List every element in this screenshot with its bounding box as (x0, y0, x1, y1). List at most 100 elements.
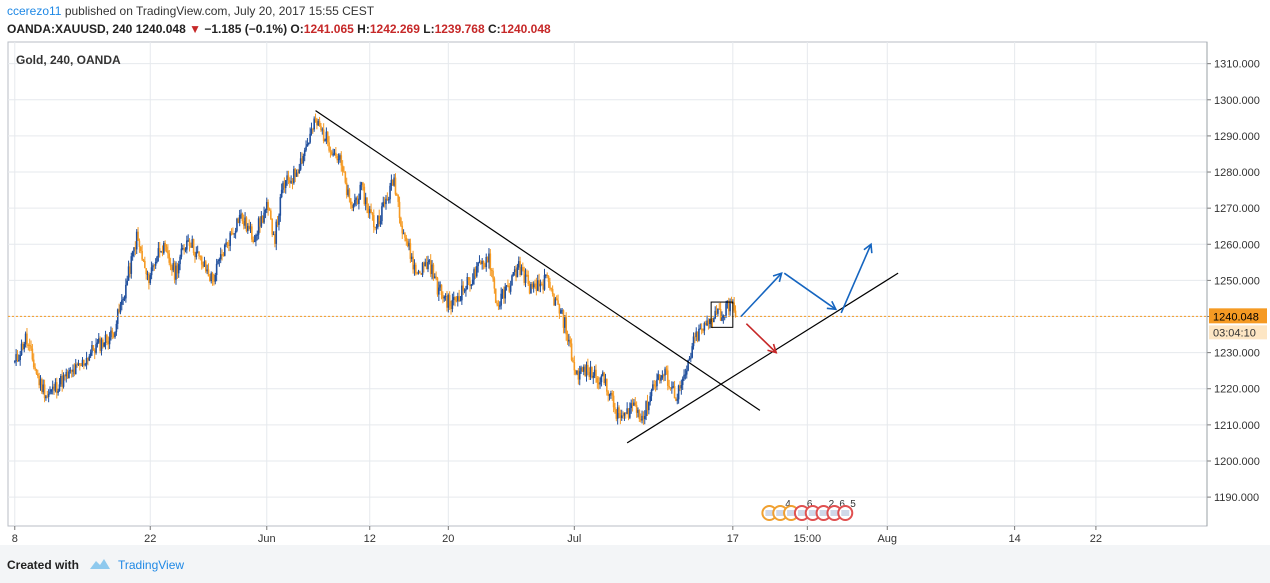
candle (199, 255, 202, 261)
candle-body (673, 386, 676, 399)
candle (394, 173, 397, 196)
candle (329, 146, 332, 158)
candle-body (121, 300, 123, 305)
candle-body (43, 384, 46, 399)
candle (553, 293, 555, 306)
candle (290, 175, 292, 184)
candle-body (263, 212, 265, 223)
candle-body (249, 226, 252, 230)
candle-body (39, 379, 42, 386)
candle-body (35, 369, 38, 374)
flag-icon (819, 510, 828, 516)
candle-body (253, 241, 256, 243)
candle (129, 262, 131, 278)
candle (700, 323, 703, 335)
candle (580, 365, 582, 374)
candle-body (668, 385, 670, 388)
candle (470, 284, 473, 290)
candle-body (186, 240, 188, 250)
candle (676, 393, 679, 405)
candle (390, 174, 393, 191)
candle-body (492, 270, 494, 279)
candle-body (409, 243, 412, 259)
candle (703, 321, 706, 336)
candle-body (608, 394, 611, 396)
candle (72, 364, 74, 378)
candle (473, 267, 475, 285)
candle-body (465, 289, 467, 291)
candle-body (400, 217, 402, 226)
candle-body (446, 296, 448, 308)
author-link[interactable]: ccerezo11 (7, 4, 62, 18)
candle (195, 246, 198, 260)
candle-body (722, 315, 725, 318)
candle (85, 351, 88, 370)
candle (368, 205, 371, 219)
candle-body (284, 180, 287, 189)
candle (433, 273, 436, 279)
candle-body (251, 226, 253, 240)
candle (589, 360, 592, 380)
candle (612, 390, 615, 413)
candle-body (577, 370, 580, 380)
candle-body (378, 215, 381, 225)
candle (38, 372, 40, 389)
candle (271, 218, 273, 238)
candle (209, 274, 211, 282)
candle-body (440, 284, 443, 296)
candle-body (217, 260, 219, 264)
candle-body (206, 269, 208, 272)
candle (244, 212, 246, 229)
candle (22, 341, 24, 351)
candle-body (66, 372, 69, 379)
candle-body (309, 133, 311, 143)
candle-body (171, 266, 173, 271)
candle (57, 388, 59, 396)
candle-body (618, 407, 620, 414)
candle-body (496, 302, 498, 305)
candle-body (650, 390, 653, 397)
candle-body (622, 415, 624, 417)
candle (669, 387, 672, 391)
candle-body (69, 369, 72, 372)
candle (498, 301, 501, 310)
price-chart[interactable]: 1190.000 1200.000 1210.000 1220.000 1230.000… (0, 41, 1270, 545)
candle (512, 271, 515, 277)
down-triangle-icon: ▼ (189, 22, 201, 36)
candle (238, 209, 241, 227)
flag-icon (776, 510, 785, 516)
annotation-arrow-head (772, 271, 783, 283)
candle-body (158, 248, 161, 252)
candle-body (402, 233, 405, 235)
candle-body (530, 283, 532, 294)
candle (163, 240, 165, 255)
candle (591, 366, 593, 379)
candle (679, 381, 681, 392)
candle-body (371, 213, 374, 216)
candle-body (470, 284, 473, 287)
candle-body (631, 403, 634, 406)
candle-body (310, 128, 313, 134)
candle (255, 233, 257, 247)
candle (509, 280, 512, 295)
tradingview-brand-link[interactable]: TradingView (118, 558, 185, 572)
candle (465, 285, 467, 297)
candle-body (332, 154, 334, 156)
candle-body (490, 269, 493, 271)
candle-body (248, 225, 250, 230)
candle-body (241, 213, 244, 222)
candle-body (386, 198, 389, 200)
candle (614, 402, 616, 414)
candle-body (183, 248, 185, 251)
candle-body (532, 283, 535, 288)
candle-body (626, 408, 628, 414)
candle-body (665, 368, 668, 371)
candle-body (163, 242, 165, 254)
candle (164, 240, 166, 252)
candle-body (291, 181, 294, 184)
candle (359, 181, 362, 200)
candle-body (13, 361, 16, 363)
candle (577, 368, 580, 385)
candle-body (366, 197, 368, 208)
candle-body (643, 416, 646, 420)
